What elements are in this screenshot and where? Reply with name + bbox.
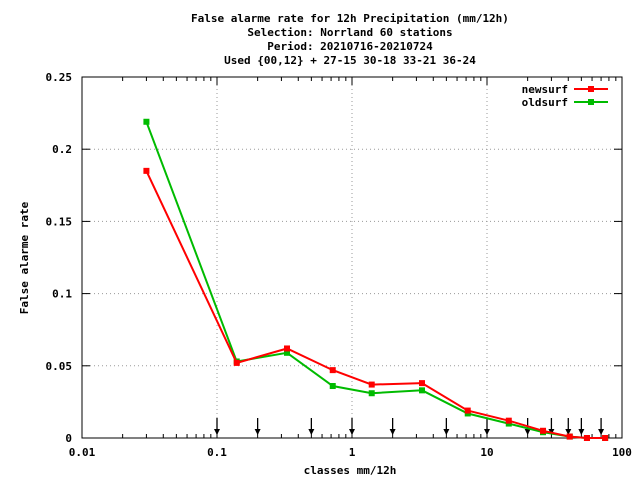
class-marker-arrow <box>598 418 605 435</box>
y-tick-label: 0.2 <box>52 143 72 156</box>
arrow-head <box>349 429 355 435</box>
data-point <box>143 118 150 125</box>
data-point <box>329 383 336 390</box>
data-point <box>283 345 290 352</box>
x-tick-label: 100 <box>612 446 632 459</box>
data-point <box>368 381 375 388</box>
data-series <box>143 118 609 441</box>
x-tick-label: 10 <box>480 446 493 459</box>
grid-lines <box>82 77 622 438</box>
legend-swatch-marker <box>588 99 594 105</box>
class-markers <box>214 418 605 435</box>
series-newsurf <box>143 167 609 441</box>
arrow-head <box>598 429 605 435</box>
series-oldsurf <box>143 118 609 441</box>
arrow-head <box>443 429 450 435</box>
chart-title: False alarme rate for 12h Precipitation … <box>191 12 509 67</box>
title-line: Period: 20210716-20210724 <box>267 40 433 53</box>
data-point <box>368 390 375 397</box>
title-line: Used {00,12} + 27-15 30-18 33-21 36-24 <box>224 54 476 67</box>
data-point <box>464 407 471 414</box>
data-point <box>566 433 573 440</box>
arrow-head <box>254 429 261 435</box>
title-line: Selection: Norrland 60 stations <box>247 26 452 39</box>
arrow-head <box>214 429 220 435</box>
arrow-head <box>524 429 531 435</box>
x-tick-label: 0.01 <box>69 446 96 459</box>
class-marker-arrow <box>578 418 585 435</box>
class-marker-arrow <box>214 418 220 435</box>
class-marker-arrow <box>389 418 396 435</box>
data-point <box>540 427 547 434</box>
class-marker-arrow <box>484 418 490 435</box>
arrow-head <box>565 429 572 435</box>
legend-label: oldsurf <box>522 96 568 109</box>
data-point <box>602 435 609 441</box>
x-tick-label: 0.1 <box>207 446 227 459</box>
class-marker-arrow <box>254 418 261 435</box>
y-tick-label: 0.25 <box>46 71 73 84</box>
y-tick-label: 0.05 <box>46 360 73 373</box>
data-point <box>505 417 512 424</box>
class-marker-arrow <box>349 418 355 435</box>
y-tick-label: 0.15 <box>46 215 73 228</box>
data-point <box>583 435 590 441</box>
x-tick-label: 1 <box>349 446 356 459</box>
arrow-head <box>578 429 585 435</box>
class-marker-arrow <box>443 418 450 435</box>
data-point <box>418 380 425 387</box>
y-axis-label: False alarme rate <box>18 201 31 314</box>
class-marker-arrow <box>308 418 315 435</box>
legend-label: newsurf <box>522 83 568 96</box>
arrow-head <box>308 429 315 435</box>
y-tick-label: 0 <box>65 432 72 445</box>
data-point <box>329 367 336 374</box>
data-point <box>418 387 425 394</box>
class-marker-arrow <box>565 418 572 435</box>
arrow-head <box>389 429 396 435</box>
legend-swatch-marker <box>588 86 594 92</box>
x-axis-label: classes mm/12h <box>304 464 397 477</box>
data-point <box>233 359 240 366</box>
data-point <box>283 349 290 356</box>
y-tick-label: 0.1 <box>52 288 72 301</box>
series-line <box>145 121 606 439</box>
data-point <box>143 167 150 174</box>
axis-ticks: 0.01 0.1 1 10 100 0 0.05 0.1 0.15 0.2 0.25 <box>46 71 632 459</box>
title-line: False alarme rate for 12h Precipitation … <box>191 12 509 25</box>
arrow-head <box>484 429 490 435</box>
